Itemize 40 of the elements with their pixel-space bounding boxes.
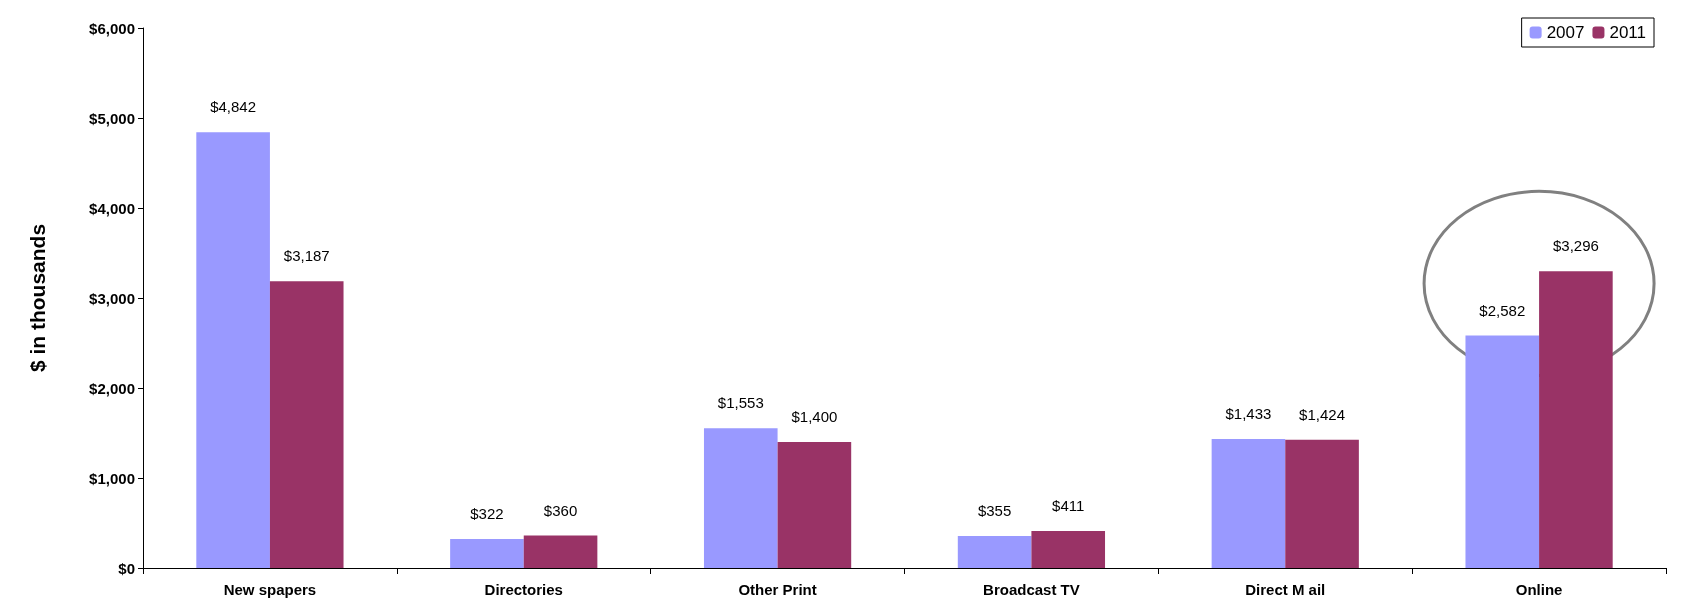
y-tick-label: $4,000 [89, 199, 135, 217]
bar [703, 428, 778, 568]
bar [196, 132, 270, 568]
y-tick-label: $2,000 [89, 379, 135, 397]
y-tick-label: $3,000 [89, 289, 135, 307]
x-tick-label: Broadcast TV [983, 581, 1080, 598]
legend-label: 2011 [1609, 23, 1647, 42]
bar [450, 539, 524, 568]
data-label: $1,400 [791, 408, 838, 425]
x-tick-label: Other Print [738, 581, 817, 598]
bar [1031, 531, 1106, 568]
x-tick-label: Online [1515, 581, 1563, 598]
y-tick-label: $0 [118, 559, 135, 577]
data-label: $3,296 [1552, 237, 1599, 255]
bar [957, 536, 1032, 568]
data-label: $411 [1052, 497, 1085, 515]
data-label: $355 [977, 502, 1012, 520]
x-tick-label: Direct M ail [1245, 581, 1326, 598]
data-label: $2,582 [1479, 301, 1526, 319]
data-label: $1,433 [1225, 405, 1272, 423]
x-tick-label: Directories [484, 581, 563, 598]
x-tick-label: New spapers [223, 581, 317, 598]
data-label: $322 [470, 505, 504, 523]
bar [1211, 439, 1286, 568]
bar [777, 442, 852, 568]
bar [1285, 439, 1359, 568]
y-tick-label: $6,000 [89, 19, 135, 37]
bar [523, 535, 598, 568]
legend-label: 2007 [1546, 23, 1585, 42]
y-axis-title: $ in thousands [26, 223, 49, 373]
data-label: $1,424 [1299, 405, 1345, 423]
data-label: $4,842 [210, 98, 257, 116]
data-label: $3,187 [283, 247, 330, 265]
bar [269, 281, 344, 568]
y-tick-label: $5,000 [89, 109, 135, 127]
data-label: $1,553 [717, 394, 764, 412]
data-label: $360 [543, 501, 578, 519]
bar [1465, 335, 1540, 568]
bar [1539, 271, 1613, 568]
y-tick-label: $1,000 [89, 469, 135, 487]
